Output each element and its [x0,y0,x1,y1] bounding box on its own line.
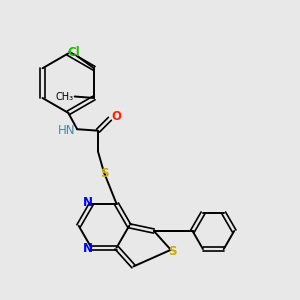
Text: N: N [83,242,93,255]
Text: Cl: Cl [68,46,80,59]
Text: CH₃: CH₃ [55,92,73,101]
Text: S: S [168,245,176,258]
Text: N: N [83,196,93,209]
Text: O: O [111,110,122,123]
Text: S: S [100,167,109,180]
Text: HN: HN [58,124,76,137]
